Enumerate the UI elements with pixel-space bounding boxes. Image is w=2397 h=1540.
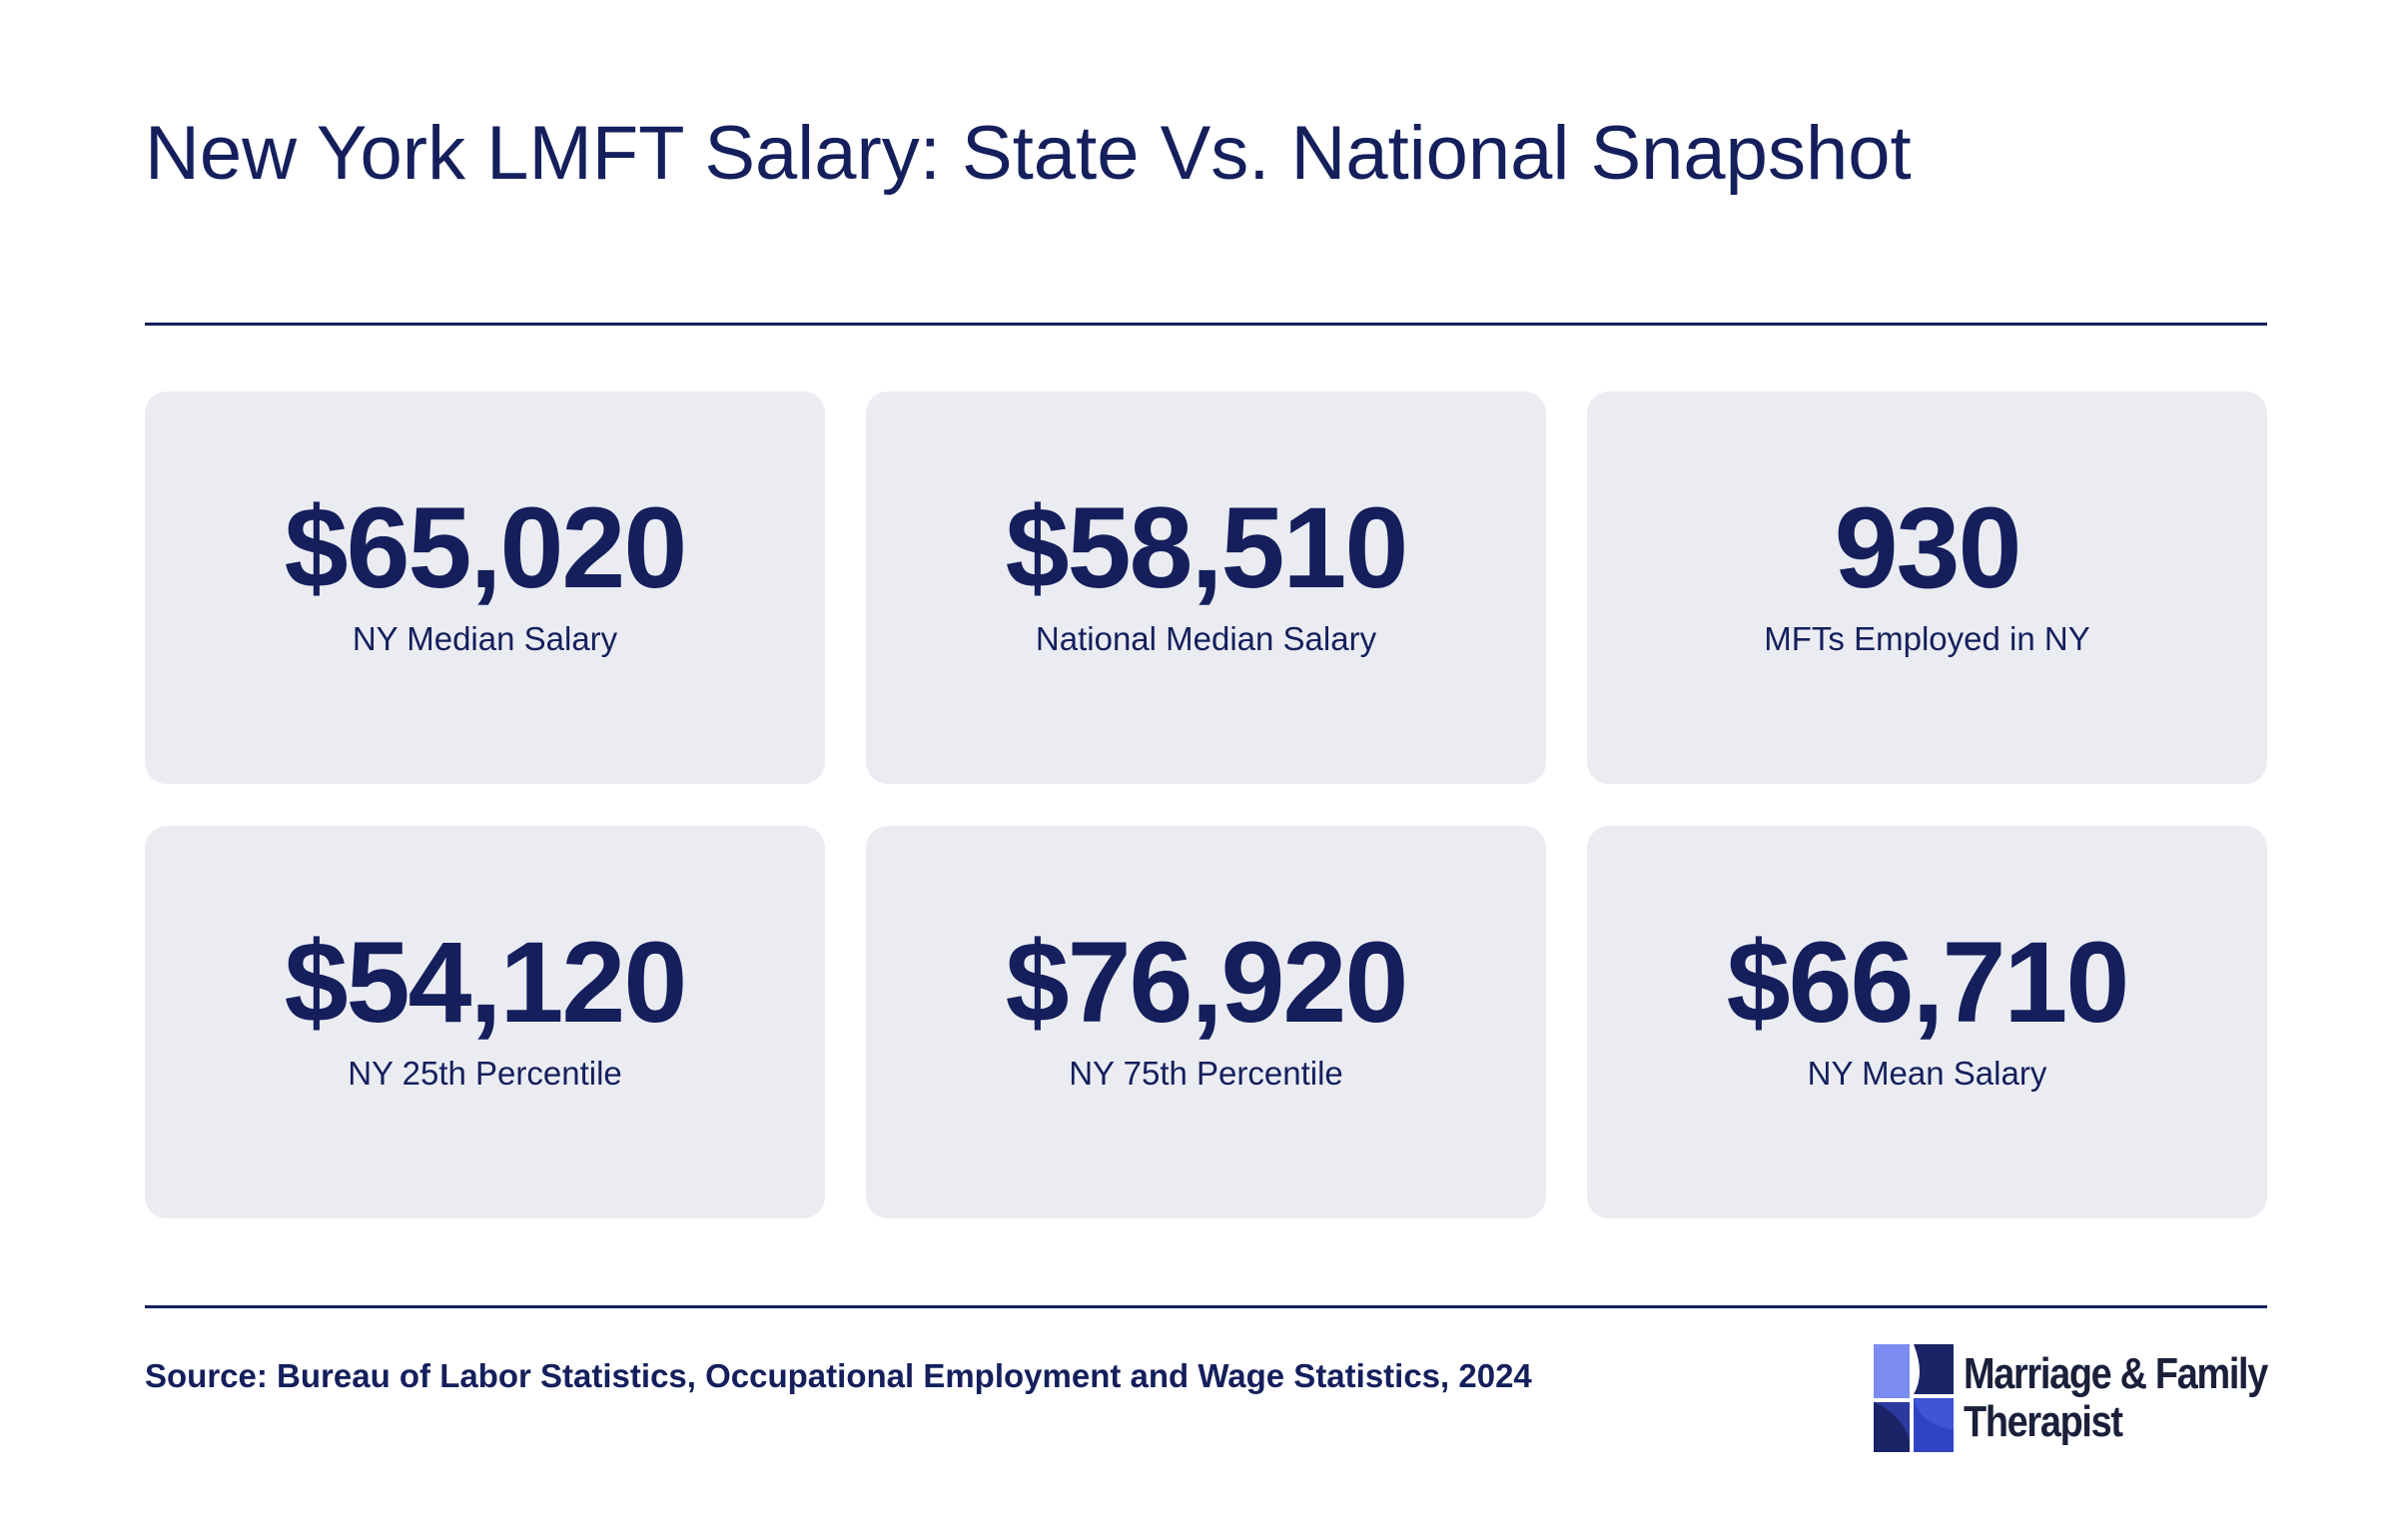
bottom-divider bbox=[145, 1305, 2267, 1308]
stat-label: NY 75th Percentile bbox=[1069, 1055, 1343, 1092]
source-citation: Source: Bureau of Labor Statistics, Occu… bbox=[145, 1357, 1532, 1394]
stat-card-national-median-salary: $58,510 National Median Salary bbox=[866, 391, 1546, 784]
top-divider bbox=[145, 323, 2267, 326]
stat-value: $65,020 bbox=[284, 484, 688, 612]
stat-value: $54,120 bbox=[284, 919, 688, 1047]
stat-label: National Median Salary bbox=[1035, 620, 1377, 657]
stat-value: 930 bbox=[1834, 484, 2022, 612]
stat-card-ny-mean-salary: $66,710 NY Mean Salary bbox=[1587, 826, 2267, 1218]
logo-line-2: Therapist bbox=[1964, 1397, 2123, 1446]
stat-label: NY 25th Percentile bbox=[348, 1055, 622, 1092]
logo-wordmark: Marriage & Family Therapist bbox=[1964, 1349, 2268, 1446]
stats-grid: $65,020 NY Median Salary $58,510 Nationa… bbox=[145, 391, 2267, 1218]
stat-label: NY Median Salary bbox=[352, 620, 618, 657]
stat-value: $76,920 bbox=[1005, 919, 1409, 1047]
logo-line-1: Marriage & Family bbox=[1964, 1349, 2268, 1398]
stat-label: NY Mean Salary bbox=[1807, 1055, 2047, 1092]
stat-card-ny-25th-percentile: $54,120 NY 25th Percentile bbox=[145, 826, 825, 1218]
page-title: New York LMFT Salary: State Vs. National… bbox=[145, 111, 1912, 196]
stat-card-ny-median-salary: $65,020 NY Median Salary bbox=[145, 391, 825, 784]
stat-card-mfts-employed: 930 MFTs Employed in NY bbox=[1587, 391, 2267, 784]
stat-value: $58,510 bbox=[1005, 484, 1409, 612]
stat-value: $66,710 bbox=[1726, 919, 2130, 1047]
brand-logo: Marriage & Family Therapist bbox=[1874, 1344, 2268, 1452]
stat-label: MFTs Employed in NY bbox=[1764, 620, 2090, 657]
logo-mark-icon bbox=[1874, 1344, 1954, 1452]
stat-card-ny-75th-percentile: $76,920 NY 75th Percentile bbox=[866, 826, 1546, 1218]
